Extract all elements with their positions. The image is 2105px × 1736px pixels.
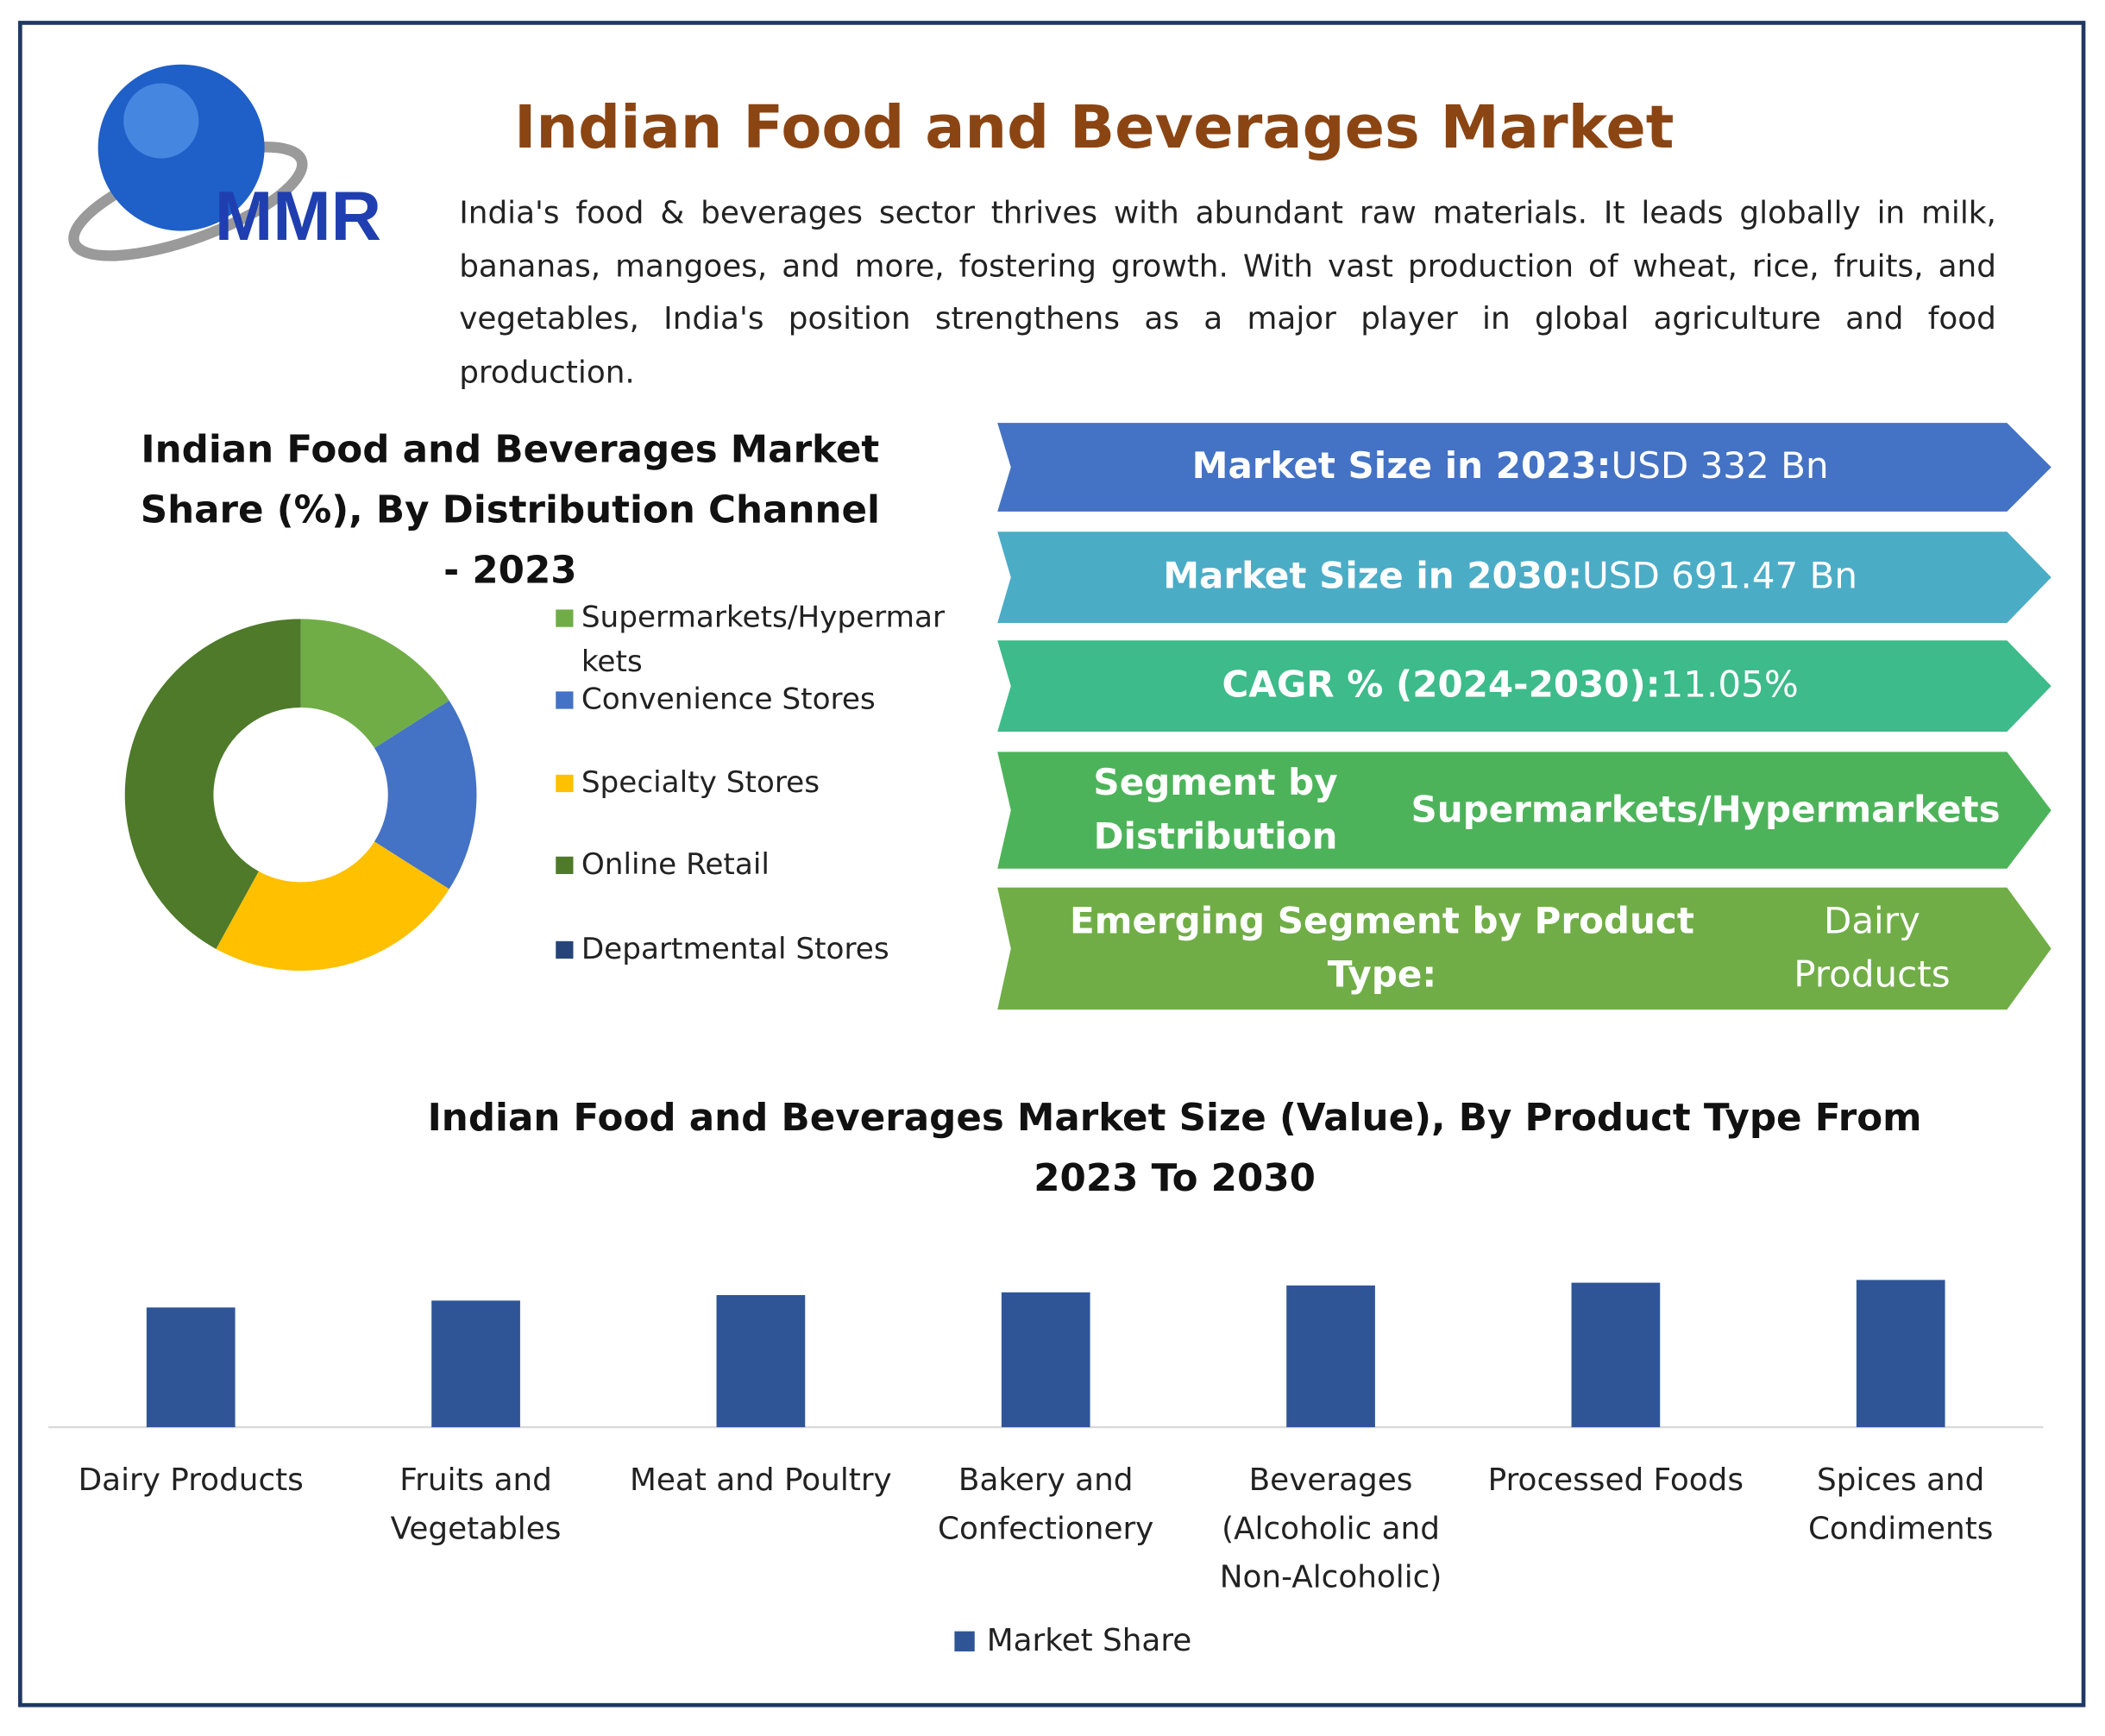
legend-label-text: Convenience Stores [581,683,876,717]
legend-label: Market Share [987,1623,1192,1658]
x-tick-label: Spices and Condiments [1760,1456,2042,1553]
description-box: India's food & beverages sector thrives … [459,188,1996,400]
legend-label-text: Departmental Stores [581,933,889,967]
legend-label-text: Online Retail [581,848,770,883]
x-tick-label-box: Meat and Poultry [619,1456,902,1505]
legend-swatch [954,1631,975,1651]
stat-text: Dairy Products [1794,900,1951,996]
stat-box: Dominated Segment by Distribution Channe… [1021,752,2001,868]
stat-box: Market Size in 2030: USD 691.47 Bn [1021,531,2001,623]
stat-banner [997,640,2052,733]
x-tick-label: Bakery and Confectionery [905,1456,1187,1553]
bar [1001,1292,1090,1428]
stat-banner [997,423,2052,512]
stat-banner [997,752,2052,869]
x-tick-label-box: Dairy Products [50,1456,332,1505]
x-tick-label: Fruits and Vegetables [335,1456,617,1553]
stat-box: Emerging Segment by Product Type: Dairy … [1021,888,2001,1010]
x-tick-label-box: Beverages (Alcoholic and Non-Alcoholic) [1190,1456,1472,1601]
stat-box: Market Size in 2023: USD 332 Bn [1021,423,2001,512]
chart-title: Indian Food and Beverages Market Share (… [135,418,886,600]
stat-text: Supermarkets/Hypermarkets [1411,789,2001,831]
legend-label: Online Retail [581,843,951,887]
logo: MMR [68,64,381,261]
bar [716,1294,806,1428]
legend-label-box: Departmental Stores [581,928,951,972]
x-tick-label-text: Processed Foods [1487,1463,1744,1499]
chart-title: Indian Food and Beverages Market Size (V… [376,1087,1974,1208]
stat-text: Market Size in 2023: [1191,445,1612,487]
stat-text: Dominated Segment by Distribution Channe… [1093,762,1338,858]
legend-label-box: Specialty Stores [581,761,951,805]
description-text: India's food & beverages sector thrives … [459,196,1996,391]
x-tick-label-text: Fruits and Vegetables [390,1463,562,1547]
x-tick-label-text: Bakery and Confectionery [938,1463,1154,1547]
legend-swatch [556,691,574,709]
legend-label-text: Specialty Stores [581,766,820,801]
x-tick-label-text: Spices and Condiments [1807,1463,1994,1547]
x-tick-label: Processed Foods [1474,1456,1756,1505]
x-tick-label: Beverages (Alcoholic and Non-Alcoholic) [1190,1456,1472,1601]
donut-slice [300,619,449,748]
legend-label-box: Convenience Stores [581,678,951,722]
bar [431,1300,520,1428]
x-tick-label: Meat and Poultry [619,1456,902,1505]
x-tick-label-text: Dairy Products [78,1463,304,1499]
legend-label-text: Supermarkets/Hypermarkets [581,601,946,680]
stat-banner [997,531,2052,624]
legend-swatch [556,940,574,959]
x-tick-label-box: Processed Foods [1474,1456,1756,1505]
stat: Market Size in 2030: USD 691.47 Bn [1021,531,2001,623]
chart-title-box: Indian Food and Beverages Market Share (… [135,418,886,600]
bar [1856,1280,1945,1428]
stat-text: USD 691.47 Bn [1582,556,1857,598]
stat: Market Size in 2023: USD 332 Bn [1021,423,2001,512]
legend-label-box: Online Retail [581,843,951,887]
legend-label: Convenience Stores [581,678,951,722]
x-tick-label-box: Spices and Condiments [1760,1456,2042,1553]
stat-banner [997,887,2052,1010]
stat: Dominated Segment by Distribution Channe… [1021,752,2001,868]
x-tick-label-text: Beverages (Alcoholic and Non-Alcoholic) [1219,1463,1442,1595]
stat-text: CAGR % (2024-2030): [1222,664,1661,707]
stat: CAGR % (2024-2030): 11.05% [1021,640,2001,732]
x-tick-label-box: Bakery and Confectionery [905,1456,1187,1553]
legend-label: Departmental Stores [581,928,951,972]
stat: Emerging Segment by Product Type: Dairy … [1021,888,2001,1010]
bar [146,1307,236,1428]
donut-slice [374,700,477,890]
stat-text: Market Size in 2030: [1163,556,1583,598]
legend-swatch [556,856,574,875]
donut-slice [124,619,301,949]
logo-text: MMR [215,178,381,255]
legend-label: Supermarkets/Hypermarkets [581,596,951,685]
legend-swatch [556,609,574,627]
x-tick-label-text: Meat and Poultry [630,1463,892,1499]
legend-label-box: Supermarkets/Hypermarkets [581,596,951,685]
chart-title-box: Indian Food and Beverages Market Size (V… [376,1087,1974,1208]
x-tick-label: Dairy Products [50,1456,332,1505]
stat-box: CAGR % (2024-2030): 11.05% [1021,640,2001,732]
description: India's food & beverages sector thrives … [459,188,1996,400]
stat-text: 11.05% [1660,664,1799,707]
bar [1286,1285,1375,1428]
x-tick-label-box: Fruits and Vegetables [335,1456,617,1553]
legend-swatch [556,774,574,793]
donut-slice [216,841,449,972]
legend-label: Specialty Stores [581,761,951,805]
stat-text: Emerging Segment by Product Type: [1069,900,1694,996]
page-title: Indian Food and Beverages Market [514,93,1675,162]
chart-title-text: Indian Food and Beverages Market Size (V… [427,1095,1922,1201]
chart-title-text: Indian Food and Beverages Market Share (… [140,426,880,593]
stat-text: USD 332 Bn [1611,445,1829,487]
bar [1571,1282,1661,1428]
